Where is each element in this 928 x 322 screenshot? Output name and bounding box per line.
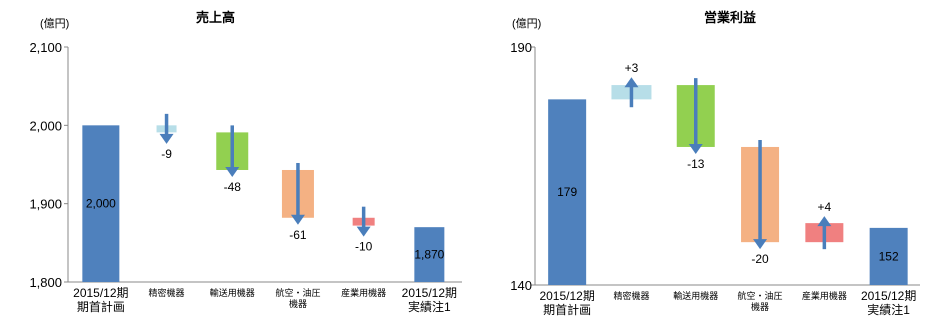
up-arrow-head [624, 77, 639, 88]
operating-profit-waterfall-chart: 1401901792015/12期期首計画+3精密機器-13輸送用機器-20航空… [510, 40, 920, 317]
total-bar [414, 227, 445, 282]
y-tick-label: 140 [510, 278, 532, 293]
x-category-label: 輸送用機器 [210, 287, 255, 298]
x-category-label: 機器 [289, 298, 307, 309]
x-category-label: 機器 [751, 301, 769, 312]
x-category-label: 2015/12期 [402, 286, 457, 300]
total-bar [869, 227, 908, 285]
chart-title: 売上高 [196, 10, 236, 25]
x-category-label: 輸送用機器 [673, 290, 718, 301]
down-arrow-head [688, 143, 703, 154]
value-label: 2,000 [86, 197, 116, 211]
x-category-label: 2015/12期 [73, 286, 128, 300]
total-bar [82, 125, 120, 282]
chart-title: 営業利益 [704, 10, 757, 25]
x-category-label: 実績注1 [408, 299, 451, 314]
total-bar [548, 99, 587, 285]
y-tick-label: 190 [510, 40, 532, 55]
value-label: -13 [687, 157, 705, 171]
operating-profit-chart-panel: 営業利益 (億円) 140 190 179 2015/12期 期首計画 +3 精密機器 -13… [470, 0, 928, 322]
down-arrow-head [159, 133, 174, 144]
y-tick-label: 1,900 [29, 197, 62, 212]
y-tick-label: 2,000 [29, 118, 62, 133]
x-category-label: 2015/12期 [861, 289, 916, 303]
value-label: -20 [751, 252, 769, 266]
y-tick-label: 1,800 [29, 275, 62, 290]
y-axis-unit-label: (億円) [512, 18, 542, 30]
down-arrow-head [753, 239, 768, 250]
x-category-label: 実績注1 [867, 302, 910, 317]
x-category-label: 2015/12期 [539, 289, 594, 303]
x-category-label: 産業用機器 [341, 287, 386, 298]
x-category-label: 航空・油圧 [738, 290, 783, 301]
y-tick-label: 2,100 [29, 40, 62, 55]
sales-waterfall-chart: 1,8001,9002,0002,1002,0002015/12期期首計画-9精… [29, 40, 462, 314]
x-category-label: 航空・油圧 [275, 287, 320, 298]
value-label: 152 [879, 249, 899, 263]
value-label: -61 [289, 228, 307, 242]
down-arrow-head [290, 214, 305, 225]
value-label: +4 [818, 200, 832, 214]
sales-chart-panel: 売上高 (億円) 1,800 1,900 2,000 2,100 2,000 2015/1… [29, 10, 462, 314]
down-arrow-head [356, 226, 371, 237]
value-label: 179 [557, 185, 577, 199]
value-label: 1,870 [414, 248, 444, 262]
value-label: -48 [224, 180, 242, 194]
x-category-label: 精密機器 [613, 290, 649, 301]
down-arrow-head [225, 166, 240, 177]
x-category-label: 期首計画 [543, 302, 591, 317]
value-label: -10 [355, 240, 373, 254]
up-arrow-head [817, 216, 832, 227]
x-category-label: 精密機器 [149, 287, 185, 298]
y-axis-unit-label: (億円) [40, 18, 70, 30]
value-label: +3 [625, 61, 639, 75]
value-label: -9 [161, 147, 172, 161]
x-category-label: 期首計画 [77, 299, 125, 314]
x-category-label: 産業用機器 [802, 290, 847, 301]
